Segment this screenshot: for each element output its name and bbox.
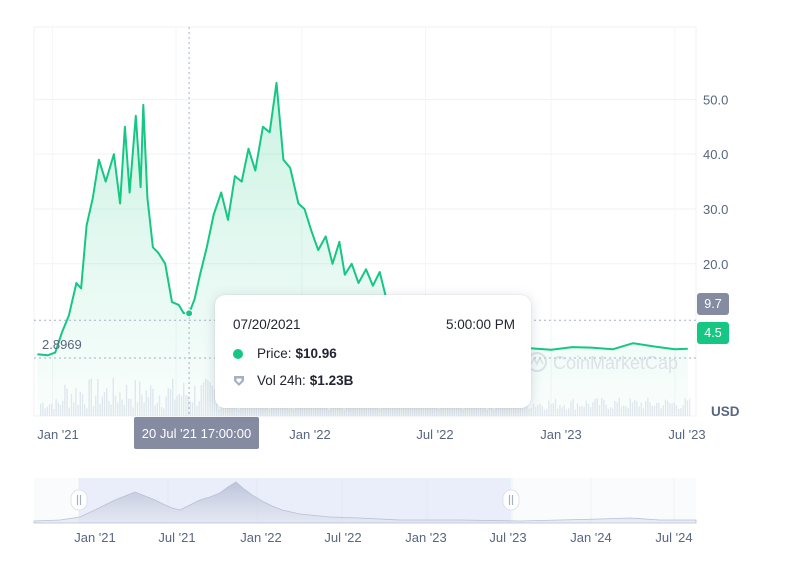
axis-unit-label: USD — [711, 404, 740, 419]
volume-bar — [689, 398, 691, 416]
y-tick-label: 50.0 — [703, 92, 728, 107]
navigator-left-handle[interactable] — [70, 489, 88, 511]
crosshair — [185, 27, 194, 416]
min-price-label: 2.8969 — [42, 337, 82, 352]
tooltip-price-value: $10.96 — [295, 346, 337, 361]
navigator-tick-label: Jan '22 — [240, 530, 282, 545]
navigator-area — [33, 481, 697, 524]
navigator-area-fill — [33, 481, 697, 524]
y-tick-label: 40.0 — [703, 147, 728, 162]
price-area-fill — [37, 82, 688, 417]
navigator-ticks: Jan '21 Jul '21 Jan '22 Jul '22 Jan '23 Jul '… — [74, 530, 692, 545]
navigator-tick-label: Jan '23 — [405, 530, 447, 545]
y-tick-label: 20.0 — [703, 257, 728, 272]
current-price-badge: 4.5 — [697, 322, 729, 344]
x-tick-label: Jul '22 — [416, 427, 453, 442]
navigator-tick-label: Jul '24 — [655, 530, 692, 545]
tooltip-volume-label: Vol 24h: — [257, 373, 306, 388]
price-dot-icon — [233, 348, 243, 359]
navigator-tick-label: Jan '24 — [570, 530, 612, 545]
crosshair-time-label: 20 Jul '21 17:00:00 — [134, 417, 259, 449]
navigator-tick-label: Jul '22 — [324, 530, 361, 545]
y-axis-ticks: 20.0 30.0 40.0 50.0 — [703, 92, 728, 271]
x-tick-label: Jul '23 — [668, 427, 705, 442]
crosshair-point — [185, 309, 194, 318]
navigator-tick-label: Jul '21 — [158, 530, 195, 545]
volume-shield-icon — [234, 375, 244, 386]
navigator-right-handle[interactable] — [502, 489, 520, 511]
tooltip-volume-row: Vol 24h: $1.23B — [233, 373, 353, 388]
range-navigator[interactable]: Jan '21 Jul '21 Jan '22 Jul '22 Jan '23 Jul '… — [33, 478, 697, 545]
x-tick-label: Jan '21 — [37, 427, 79, 442]
x-tick-label: Jan '23 — [540, 427, 582, 442]
tooltip-date: 07/20/2021 — [233, 317, 301, 332]
y-tick-label: 30.0 — [703, 202, 728, 217]
watermark-text: CoinMarketCap — [553, 353, 678, 373]
tooltip-price-row: Price: $10.96 — [233, 346, 337, 361]
navigator-tick-label: Jul '23 — [489, 530, 526, 545]
tooltip-price-label: Price: — [257, 346, 292, 361]
navigator-tick-label: Jan '21 — [74, 530, 116, 545]
tooltip-volume-value: $1.23B — [309, 373, 354, 388]
tooltip-time: 5:00:00 PM — [445, 317, 515, 332]
high-price-badge: 9.7 — [697, 293, 729, 315]
price-tooltip: 07/20/2021 5:00:00 PM Price: $10.96 Vol … — [215, 295, 531, 408]
x-tick-label: Jan '22 — [289, 427, 331, 442]
